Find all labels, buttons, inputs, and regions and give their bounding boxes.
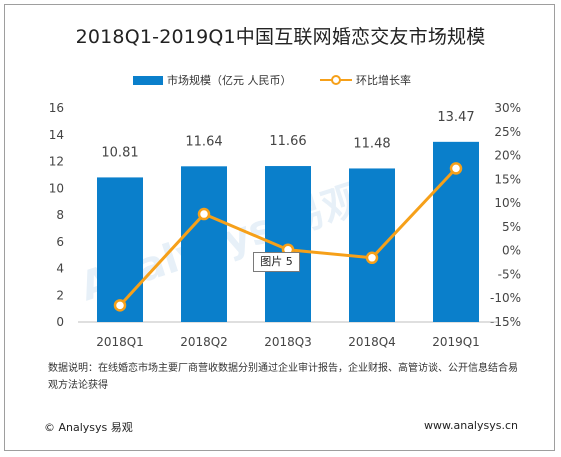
bar-value-labels: 10.81 11.64 11.66 11.48 13.47 [101,110,474,161]
growth-line-series [113,162,463,312]
left-tick-label: 16 [49,101,64,115]
growth-point [197,207,211,221]
right-tick-label: 10% [494,196,521,210]
right-tick-label: 25% [494,125,521,139]
bar [349,168,395,322]
footer-copyright: © Analysys 易观 [44,421,133,434]
left-tick-label: 12 [49,155,64,169]
growth-point [113,299,127,312]
bar-series [97,141,479,322]
growth-point [449,162,463,175]
legend-line-label: 环比增长率 [356,74,411,87]
legend-bar-label: 市场规模（亿元 人民币） [167,74,292,87]
left-tick-label: 14 [49,128,64,142]
left-tick-label: 0 [56,315,64,329]
left-tick-label: 4 [56,262,64,276]
right-tick-label: 15% [494,172,521,186]
legend-line-swatch [320,75,352,85]
legend-item-growth-rate: 环比增长率 [320,72,411,88]
right-tick-label: -5% [498,267,521,281]
left-tick-label: 10 [49,181,64,195]
legend-bar-swatch [133,75,163,85]
bar-value-label: 10.81 [101,145,138,160]
chart-title: 2018Q1-2019Q1中国互联网婚恋交友市场规模 [75,26,486,48]
x-axis-labels: 2018Q1 2018Q2 2018Q3 2018Q4 2019Q1 [96,335,480,349]
x-tick-label: 2019Q1 [432,335,480,349]
bar-value-label: 11.66 [269,134,306,149]
right-tick-label: 0% [502,244,521,258]
right-axis: -15% -10% -5% 0% 5% 10% 15% 20% 25% 30% [490,101,521,329]
bar-value-label: 11.64 [185,134,222,149]
data-note: 数据说明：在线婚恋市场主要厂商营收数据分别通过企业审计报告，企业财报、高管访谈、… [48,363,518,391]
legend: 市场规模（亿元 人民币） 环比增长率 [0,72,561,90]
left-tick-label: 8 [56,208,64,222]
growth-point [365,251,379,265]
bar [97,177,143,322]
right-tick-label: -15% [490,315,521,329]
right-tick-label: -10% [490,291,521,305]
bar-value-label: 11.48 [353,136,390,151]
x-tick-label: 2018Q3 [264,335,312,349]
left-axis: 0 2 4 6 8 10 12 14 16 [49,101,64,329]
bar [181,166,227,322]
left-tick-label: 6 [56,235,64,249]
x-tick-label: 2018Q4 [348,335,396,349]
x-tick-label: 2018Q2 [180,335,228,349]
right-tick-label: 30% [494,101,521,115]
bar-value-label: 13.47 [437,110,474,125]
x-tick-label: 2018Q1 [96,335,144,349]
footer-website: www.analysys.cn [424,419,518,432]
right-tick-label: 20% [494,149,521,163]
right-tick-label: 5% [502,220,521,234]
legend-item-market-size: 市场规模（亿元 人民币） [133,72,292,88]
left-tick-label: 2 [56,288,64,302]
picture-label: 图片 5 [253,252,300,272]
